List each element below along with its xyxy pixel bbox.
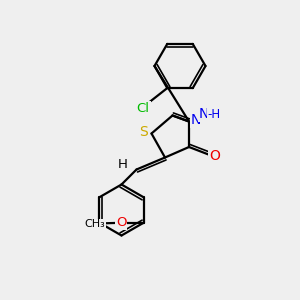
Text: CH₃: CH₃ <box>85 219 105 229</box>
Text: N: N <box>199 107 209 121</box>
Text: H: H <box>118 158 128 171</box>
Text: -H: -H <box>207 107 220 121</box>
Text: O: O <box>116 216 127 229</box>
Text: Cl: Cl <box>137 102 150 115</box>
Text: S: S <box>140 125 148 139</box>
Text: O: O <box>209 149 220 163</box>
Text: N: N <box>190 113 201 127</box>
